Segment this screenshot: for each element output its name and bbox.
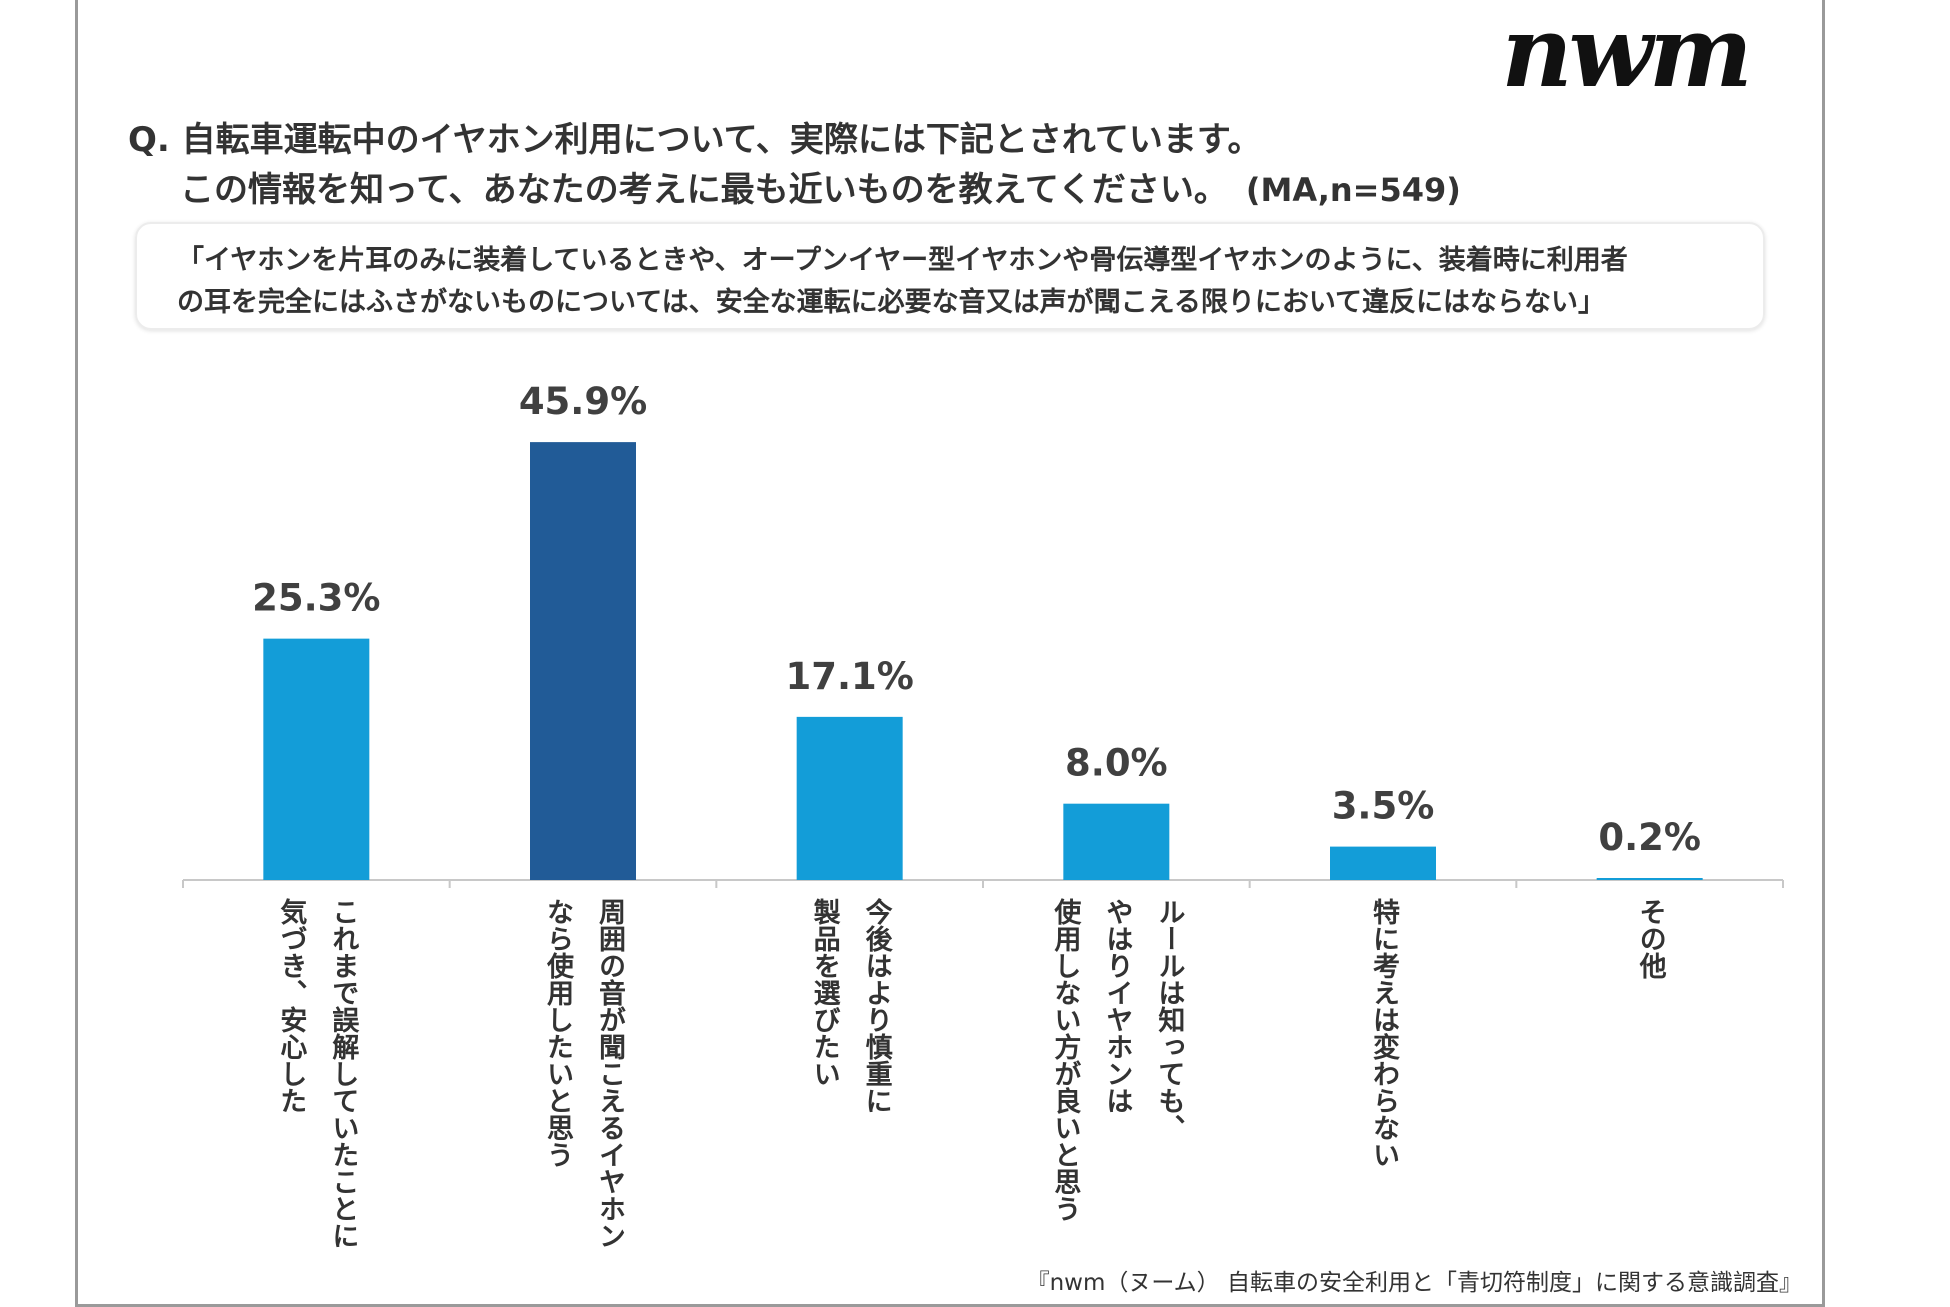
category-label-line: 製品を選びたい [808,898,840,1087]
data-label-1: 25.3% [252,577,380,620]
source-citation: 『nwm（ヌーム） 自転車の安全利用と「青切符制度」に関する意識調査』 [1026,1270,1802,1296]
category-label-line: やはりイヤホンは [1101,898,1133,1114]
category-label-line: 使用しない方が良いと思う [1049,898,1081,1222]
category-label-line: 気づき、安心した [275,898,307,1114]
bar-2 [530,442,636,880]
category-label-5: 特に考えは変わらない [1357,898,1409,1168]
category-label-line: 特に考えは変わらない [1368,898,1399,1168]
category-label-6: その他 [1624,898,1676,979]
data-label-3: 17.1% [785,655,913,698]
nwm-logo: nwm [1501,14,1752,106]
category-label-line: ルールは知っても、 [1153,898,1185,1141]
data-label-6: 0.2% [1598,816,1701,859]
data-label-2: 45.9% [519,380,647,423]
category-label-line: 周囲の音が聞こえるイヤホン [594,898,625,1249]
question-line-2: この情報を知って、あなたの考えに最も近いものを教えてください。 (MA,n=549… [180,162,1461,211]
category-label-line: これまで誤解していたことに [327,898,359,1249]
bar-6 [1596,878,1703,880]
sample-size: (MA,n=549) [1245,171,1461,209]
data-label-4: 8.0% [1065,742,1168,785]
category-label-1: これまで誤解していたことに 気づき、安心した [264,898,368,1249]
question-line-1: Q. 自転車運転中のイヤホン利用について、実際には下記とされています。 [128,120,1262,160]
category-label-line: なら使用したいと思う [542,898,573,1168]
bar-4 [1063,803,1170,880]
category-label-line: その他 [1634,898,1666,979]
slide-frame [75,0,1825,1307]
data-label-5: 3.5% [1332,785,1435,828]
question-text-2: この情報を知って、あなたの考えに最も近いものを教えてください。 [180,170,1228,210]
bar-3 [796,716,903,880]
category-label-3: 今後はより慎重に 製品を選びたい [798,898,902,1114]
logo-text: nwm [1501,14,1748,106]
rule-quote-box: 「イヤホンを片耳のみに装着しているときや、オープンイヤー型イヤホンや骨伝導型イヤ… [135,222,1765,330]
quote-line-1: 「イヤホンを片耳のみに装着しているときや、オープンイヤー型イヤホンや骨伝導型イヤ… [177,245,1628,276]
bar-1 [263,638,370,880]
quote-line-2: の耳を完全にはふさがないものについては、安全な運転に必要な音又は声が聞こえる限り… [177,287,1606,318]
category-label-2: 周囲の音が聞こえるイヤホン なら使用したいと思う [531,898,635,1249]
category-label-4: ルールは知っても、 やはりイヤホンは 使用しない方が良いと思う [1038,898,1194,1222]
bar-5 [1330,846,1436,880]
category-label-line: 今後はより慎重に [860,898,892,1114]
